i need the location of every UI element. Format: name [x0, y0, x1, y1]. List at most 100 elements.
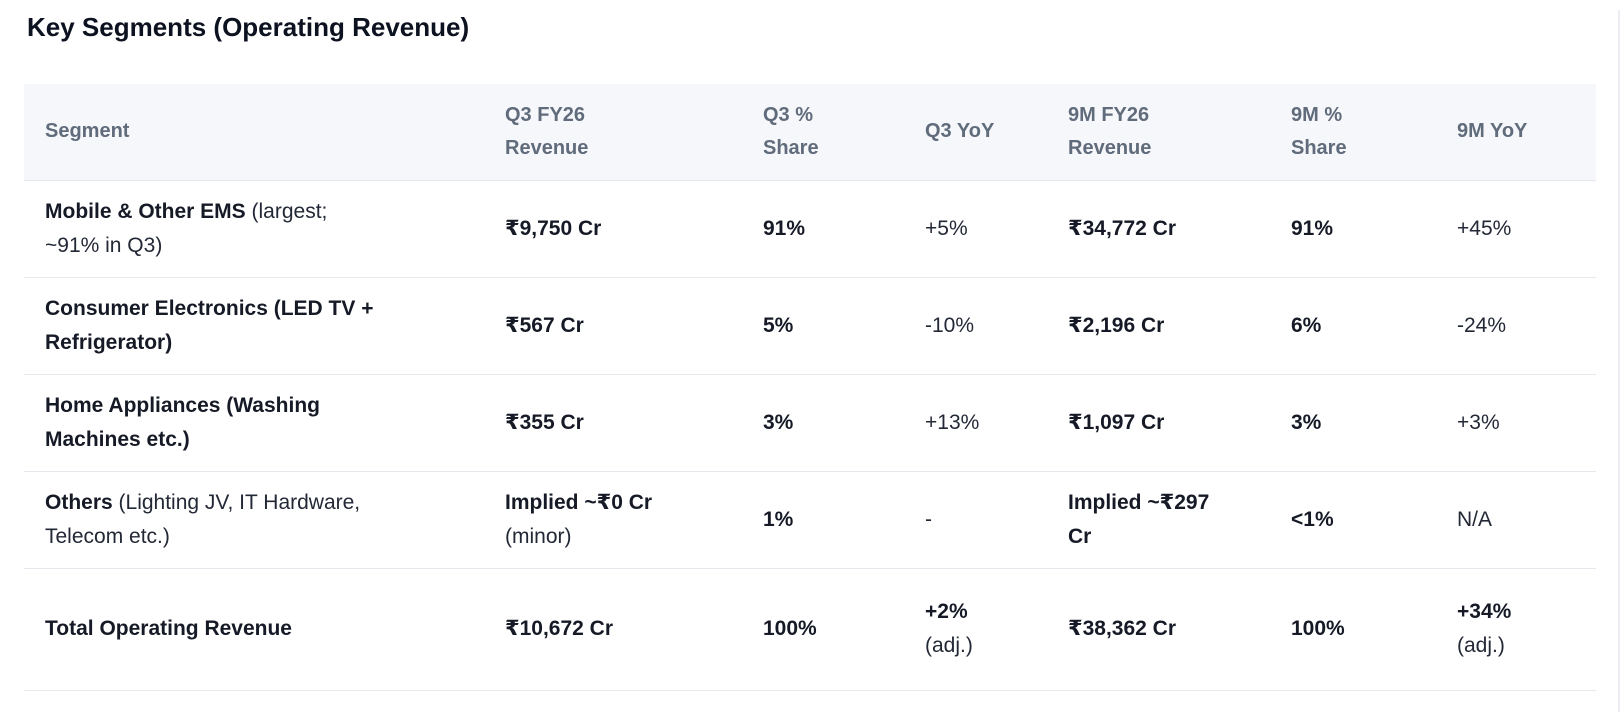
value: +34% [1457, 600, 1512, 623]
segment-name: Total Operating Revenue [45, 617, 292, 640]
cell-q3-revenue: ₹10,672 Cr [484, 567, 742, 691]
table-row-others: Others (Lighting JV, IT Hardware, Teleco… [24, 470, 1596, 568]
value-note: (adj.) [925, 634, 973, 657]
cell-9m-share: 100% [1270, 567, 1436, 691]
value: ₹9,750 Cr [505, 216, 602, 240]
cell-q3-share: 1% [742, 470, 904, 568]
segment-name: Mobile & Other EMS [45, 199, 246, 223]
value-note: -10% [925, 313, 975, 337]
value: ₹355 Cr [505, 410, 584, 434]
cell-q3-share: 100% [742, 567, 904, 691]
value: ₹567 Cr [505, 313, 584, 337]
value-note: (minor) [505, 524, 572, 548]
cell-9m-yoy: +3% [1436, 373, 1596, 471]
cell-segment: Mobile & Other EMS (largest; ~91% in Q3) [24, 179, 484, 277]
segments-table-container: Segment Q3 FY26 Revenue Q3 % Share Q3 YoY … [24, 84, 1596, 691]
column-header-label: 9M % [1291, 103, 1343, 126]
value: 91% [1291, 216, 1334, 240]
column-header-label: Q3 % [763, 103, 814, 126]
segment-note: (Lighting JV, IT Hardware, Telecom etc.) [45, 490, 361, 548]
cell-9m-yoy: +34% (adj.) [1436, 567, 1596, 691]
column-header-label: 9M FY26 [1068, 103, 1150, 126]
cell-9m-yoy: N/A [1436, 470, 1596, 568]
value: 91% [763, 216, 806, 240]
column-header-q3-share: Q3 % Share [742, 84, 904, 180]
table-row-total: Total Operating Revenue ₹10,672 Cr 100% … [24, 567, 1596, 691]
cell-q3-yoy: +2% (adj.) [904, 567, 1047, 691]
value: Implied ~₹0 Cr [505, 490, 653, 514]
value: 1% [763, 507, 794, 531]
segment-name: Consumer Electronics (LED TV + Refrigera… [45, 296, 374, 354]
right-edge-divider [1618, 10, 1620, 712]
column-header-label: Share [1291, 136, 1347, 159]
segments-table: Segment Q3 FY26 Revenue Q3 % Share Q3 YoY … [24, 84, 1596, 691]
cell-q3-yoy: +5% [904, 179, 1047, 277]
value: <1% [1291, 507, 1334, 531]
value-note: +13% [925, 410, 980, 434]
value: +2% [925, 600, 968, 623]
segment-note: (largest; ~91% in Q3) [45, 199, 328, 257]
cell-9m-revenue: Implied ~₹297 Cr [1047, 470, 1270, 568]
table-row-mobile-ems: Mobile & Other EMS (largest; ~91% in Q3)… [24, 179, 1596, 277]
cell-segment: Others (Lighting JV, IT Hardware, Teleco… [24, 470, 484, 568]
value-note: - [925, 507, 932, 531]
value: ₹10,672 Cr [505, 617, 614, 640]
cell-q3-revenue: ₹9,750 Cr [484, 179, 742, 277]
value-note: +3% [1457, 410, 1500, 434]
column-header-label: Share [763, 136, 819, 159]
cell-9m-revenue: ₹34,772 Cr [1047, 179, 1270, 277]
cell-segment: Home Appliances (Washing Machines etc.) [24, 373, 484, 471]
column-header-9m-revenue: 9M FY26 Revenue [1047, 84, 1270, 180]
cell-9m-share: 6% [1270, 276, 1436, 374]
column-header-label: Revenue [1068, 136, 1152, 159]
value: ₹1,097 Cr [1068, 410, 1165, 434]
column-header-label: 9M YoY [1457, 120, 1528, 143]
value: ₹38,362 Cr [1068, 617, 1177, 640]
cell-q3-yoy: +13% [904, 373, 1047, 471]
column-header-9m-yoy: 9M YoY [1436, 84, 1596, 180]
segment-name: Home Appliances (Washing Machines etc.) [45, 393, 320, 451]
cell-9m-revenue: ₹38,362 Cr [1047, 567, 1270, 691]
cell-q3-revenue: ₹567 Cr [484, 276, 742, 374]
cell-q3-yoy: - [904, 470, 1047, 568]
value-note: N/A [1457, 507, 1493, 531]
value: 100% [763, 617, 817, 640]
page-title: Key Segments (Operating Revenue) [27, 12, 470, 42]
column-header-label: Segment [45, 120, 130, 143]
cell-q3-share: 5% [742, 276, 904, 374]
value: 5% [763, 313, 794, 337]
cell-q3-yoy: -10% [904, 276, 1047, 374]
value: 6% [1291, 313, 1322, 337]
header-row: Segment Q3 FY26 Revenue Q3 % Share Q3 YoY … [24, 84, 1596, 180]
column-header-q3-revenue: Q3 FY26 Revenue [484, 84, 742, 180]
column-header-label: Q3 FY26 [505, 103, 586, 126]
value: Implied ~₹297 Cr [1068, 490, 1210, 548]
segment-name: Others [45, 490, 113, 514]
cell-segment: Total Operating Revenue [24, 567, 484, 691]
table-row-home-appliances: Home Appliances (Washing Machines etc.) … [24, 373, 1596, 471]
cell-9m-share: 3% [1270, 373, 1436, 471]
cell-9m-share: <1% [1270, 470, 1436, 568]
column-header-q3-yoy: Q3 YoY [904, 84, 1047, 180]
column-header-label: Q3 YoY [925, 120, 995, 143]
value-note: (adj.) [1457, 634, 1505, 657]
value-note: +45% [1457, 216, 1512, 240]
table-row-consumer-electronics: Consumer Electronics (LED TV + Refrigera… [24, 276, 1596, 374]
value: 3% [1291, 410, 1322, 434]
cell-9m-yoy: -24% [1436, 276, 1596, 374]
column-header-9m-share: 9M % Share [1270, 84, 1436, 180]
value: 100% [1291, 617, 1345, 640]
cell-9m-revenue: ₹2,196 Cr [1047, 276, 1270, 374]
column-header-segment: Segment [24, 84, 484, 180]
value: ₹2,196 Cr [1068, 313, 1165, 337]
cell-9m-revenue: ₹1,097 Cr [1047, 373, 1270, 471]
value: ₹34,772 Cr [1068, 216, 1177, 240]
cell-segment: Consumer Electronics (LED TV + Refrigera… [24, 276, 484, 374]
cell-q3-revenue: ₹355 Cr [484, 373, 742, 471]
value: 3% [763, 410, 794, 434]
cell-q3-revenue: Implied ~₹0 Cr (minor) [484, 470, 742, 568]
value-note: -24% [1457, 313, 1507, 337]
column-header-label: Revenue [505, 136, 589, 159]
cell-9m-yoy: +45% [1436, 179, 1596, 277]
cell-q3-share: 91% [742, 179, 904, 277]
